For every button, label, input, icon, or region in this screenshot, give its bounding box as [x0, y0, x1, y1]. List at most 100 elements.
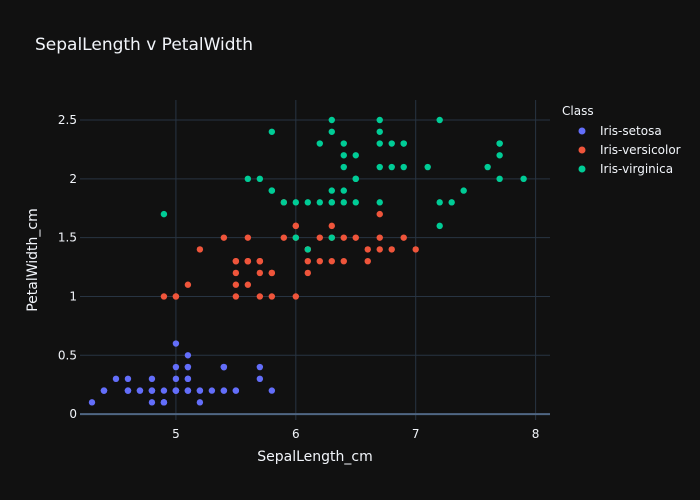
data-point[interactable]	[352, 152, 359, 159]
data-point[interactable]	[400, 140, 407, 147]
data-point[interactable]	[184, 363, 192, 371]
data-point[interactable]	[232, 257, 240, 265]
data-point[interactable]	[148, 375, 156, 383]
data-point[interactable]	[220, 234, 228, 241]
data-point[interactable]	[172, 387, 180, 394]
data-point[interactable]	[448, 199, 455, 206]
data-point[interactable]	[100, 387, 108, 394]
data-point[interactable]	[184, 352, 192, 359]
data-point[interactable]	[328, 234, 335, 241]
data-point[interactable]	[436, 222, 443, 230]
data-point[interactable]	[328, 199, 335, 206]
data-point[interactable]	[196, 246, 204, 253]
data-point[interactable]	[172, 363, 180, 371]
data-point[interactable]	[232, 293, 240, 300]
data-point[interactable]	[376, 163, 383, 171]
data-point[interactable]	[400, 163, 407, 171]
data-point[interactable]	[232, 387, 240, 394]
data-point[interactable]	[412, 246, 419, 253]
data-point[interactable]	[220, 387, 228, 394]
data-point[interactable]	[316, 140, 323, 147]
data-point[interactable]	[376, 140, 383, 147]
data-point[interactable]	[388, 140, 395, 147]
data-point[interactable]	[328, 116, 335, 124]
data-point[interactable]	[148, 387, 156, 394]
data-point[interactable]	[160, 293, 168, 300]
data-point[interactable]	[436, 199, 443, 206]
data-point[interactable]	[160, 387, 168, 394]
legend-item[interactable]: Iris-virginica	[578, 162, 674, 176]
data-point[interactable]	[256, 375, 264, 383]
data-point[interactable]	[172, 293, 180, 300]
data-point[interactable]	[292, 293, 300, 300]
data-point[interactable]	[304, 269, 312, 277]
data-point[interactable]	[196, 399, 204, 406]
data-point[interactable]	[292, 234, 300, 241]
data-point[interactable]	[376, 210, 383, 218]
data-point[interactable]	[328, 222, 335, 230]
data-point[interactable]	[244, 175, 252, 183]
data-point[interactable]	[340, 199, 347, 206]
data-point[interactable]	[196, 387, 204, 394]
data-point[interactable]	[88, 399, 96, 406]
data-point[interactable]	[328, 128, 335, 135]
data-point[interactable]	[340, 257, 347, 265]
data-point[interactable]	[220, 363, 228, 371]
data-point[interactable]	[340, 234, 347, 241]
data-point[interactable]	[328, 257, 335, 265]
data-point[interactable]	[184, 387, 192, 394]
data-point[interactable]	[364, 246, 371, 253]
data-point[interactable]	[496, 175, 503, 183]
data-point[interactable]	[400, 234, 407, 241]
data-point[interactable]	[376, 246, 383, 253]
data-point[interactable]	[160, 210, 168, 218]
data-point[interactable]	[304, 199, 312, 206]
data-point[interactable]	[136, 387, 144, 394]
data-point[interactable]	[436, 116, 443, 124]
data-point[interactable]	[244, 281, 252, 288]
data-point[interactable]	[460, 187, 467, 194]
data-point[interactable]	[232, 269, 240, 277]
data-point[interactable]	[232, 281, 240, 288]
data-point[interactable]	[520, 175, 527, 183]
data-point[interactable]	[280, 199, 288, 206]
data-point[interactable]	[316, 257, 323, 265]
data-point[interactable]	[364, 257, 371, 265]
data-point[interactable]	[184, 375, 192, 383]
data-point[interactable]	[340, 163, 347, 171]
data-point[interactable]	[484, 163, 491, 171]
data-point[interactable]	[340, 187, 347, 194]
legend[interactable]: Class Iris-setosa Iris-versicolor Iris-vir…	[562, 104, 681, 176]
data-point[interactable]	[316, 199, 323, 206]
legend-item[interactable]: Iris-setosa	[578, 124, 662, 138]
data-point[interactable]	[124, 375, 132, 383]
data-point[interactable]	[376, 199, 383, 206]
data-point[interactable]	[424, 163, 431, 171]
data-point[interactable]	[280, 234, 288, 241]
data-point[interactable]	[388, 246, 395, 253]
data-point[interactable]	[148, 399, 156, 406]
data-point[interactable]	[256, 257, 264, 265]
data-point[interactable]	[268, 128, 276, 135]
data-point[interactable]	[184, 281, 192, 288]
data-point[interactable]	[316, 234, 323, 241]
data-point[interactable]	[304, 246, 312, 253]
data-point[interactable]	[376, 128, 383, 135]
data-point[interactable]	[244, 234, 252, 241]
data-point[interactable]	[208, 387, 216, 394]
data-point[interactable]	[304, 257, 312, 265]
data-point[interactable]	[376, 116, 383, 124]
data-point[interactable]	[268, 187, 276, 194]
data-point[interactable]	[268, 293, 276, 300]
data-point[interactable]	[256, 293, 264, 300]
data-point[interactable]	[496, 152, 503, 159]
data-point[interactable]	[340, 140, 347, 147]
data-point[interactable]	[256, 175, 264, 183]
data-point[interactable]	[256, 363, 264, 371]
data-point[interactable]	[268, 269, 276, 277]
data-point[interactable]	[292, 222, 300, 230]
data-point[interactable]	[256, 269, 264, 277]
data-point[interactable]	[340, 152, 347, 159]
data-point[interactable]	[352, 199, 359, 206]
data-point[interactable]	[496, 140, 503, 147]
